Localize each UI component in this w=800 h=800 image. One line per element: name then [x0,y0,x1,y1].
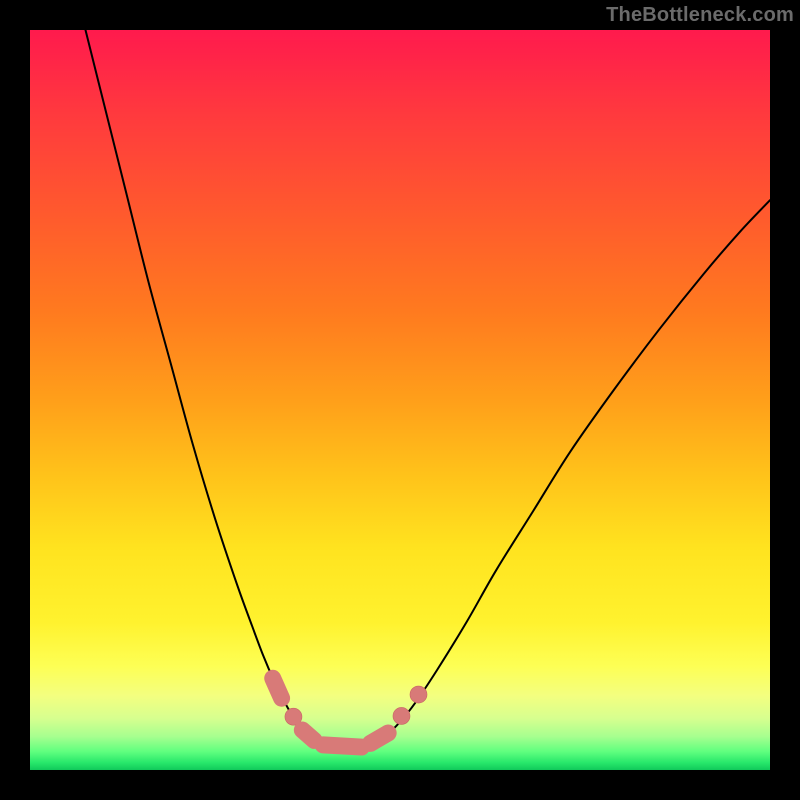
data-marker [370,733,388,743]
gradient-background [30,30,770,770]
data-marker [393,707,410,724]
data-marker [302,730,314,740]
chart-svg [30,30,770,770]
data-marker [273,678,282,698]
data-marker [410,686,427,703]
data-marker [323,745,361,747]
watermark-text: TheBottleneck.com [606,0,800,30]
chart-plot-area [30,30,770,770]
